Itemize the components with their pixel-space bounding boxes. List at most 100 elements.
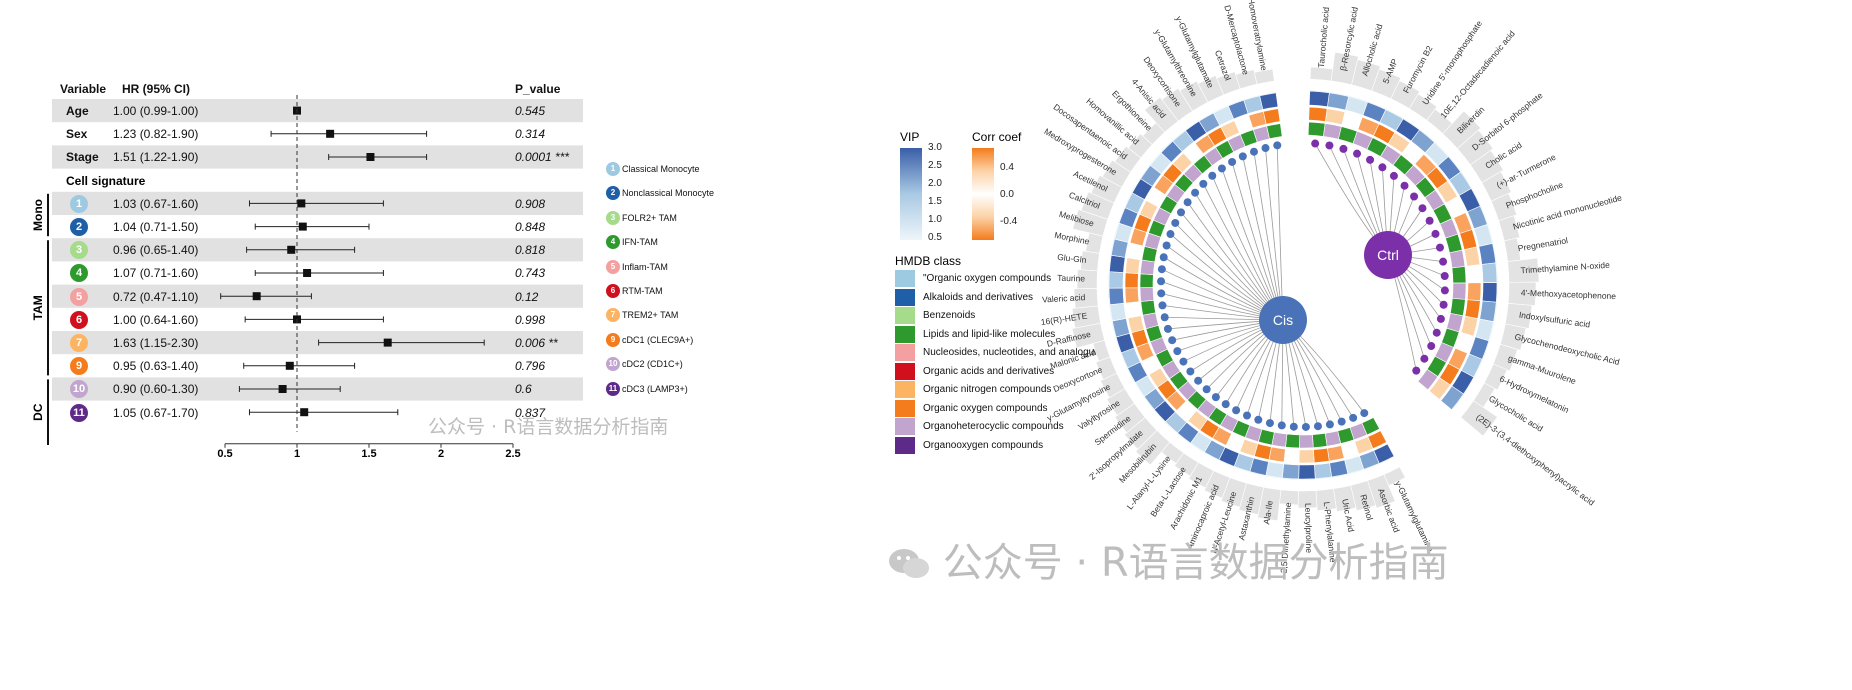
corr-segment bbox=[1262, 108, 1281, 125]
class-segment bbox=[1417, 368, 1439, 391]
watermark-small: 公众号 · R语言数据分析指南 bbox=[428, 416, 669, 438]
class-segment bbox=[1140, 259, 1156, 275]
metabolite-node bbox=[1360, 409, 1369, 418]
vip-legend-title: VIP bbox=[900, 130, 920, 144]
hmdb-label: Organic nitrogen compounds bbox=[923, 384, 1052, 395]
metabolite-node bbox=[1163, 324, 1172, 333]
metabolite-node bbox=[1440, 271, 1449, 280]
row-shade bbox=[52, 284, 583, 308]
legend-badge: 9 bbox=[606, 332, 620, 347]
class-segment bbox=[1139, 273, 1154, 288]
hr-ci-value: 1.00 (0.99-1.00) bbox=[113, 104, 199, 118]
metabolite-node bbox=[1435, 243, 1444, 252]
metabolite-node bbox=[1157, 289, 1166, 298]
cell-badge: 5 bbox=[70, 287, 88, 306]
hmdb-label: Organic acids and derivatives bbox=[923, 365, 1055, 377]
hmdb-legend-item: Organic nitrogen compounds bbox=[895, 381, 1051, 398]
metabolite-node bbox=[1427, 342, 1436, 351]
metabolite-node bbox=[1159, 253, 1168, 262]
metabolite-node bbox=[1337, 417, 1346, 426]
vip-segment bbox=[1109, 302, 1127, 322]
corr-segment bbox=[1125, 301, 1142, 319]
legend-item: 3 FOLR2+ TAM bbox=[606, 210, 677, 225]
metabolite-node bbox=[1440, 286, 1449, 295]
hr-point bbox=[285, 361, 294, 370]
hmdb-label: Alkaloids and derivatives bbox=[923, 291, 1034, 303]
metabolite-node bbox=[1353, 149, 1362, 158]
metabolite-node bbox=[1439, 257, 1448, 266]
hr-point bbox=[326, 129, 335, 138]
metabolite-node bbox=[1158, 301, 1167, 310]
hr-ci-value: 1.63 (1.15-2.30) bbox=[113, 336, 199, 350]
corr-segment bbox=[1428, 377, 1451, 400]
metabolite-node bbox=[1432, 328, 1441, 337]
metabolite-node bbox=[1243, 411, 1252, 420]
row-shade bbox=[52, 331, 583, 355]
vip-segment bbox=[1259, 92, 1279, 110]
metabolite-label: 2,5-Dimethylamine bbox=[1279, 502, 1294, 574]
metabolite-node bbox=[1202, 385, 1211, 394]
vip-tick: 1.0 bbox=[928, 214, 942, 225]
vip-tick: 3.0 bbox=[928, 142, 942, 153]
metabolite-label: Taurocholic acid bbox=[1316, 6, 1331, 68]
corr-segment bbox=[1467, 282, 1482, 302]
metabolite-node bbox=[1183, 198, 1192, 207]
metabolite-node bbox=[1173, 347, 1182, 356]
vip-segment bbox=[1478, 243, 1497, 265]
legend-badge: 2 bbox=[606, 186, 620, 201]
class-segment bbox=[1451, 266, 1467, 284]
cell-badge: 4 bbox=[70, 264, 88, 283]
bar-segment bbox=[1460, 400, 1498, 437]
hr-ci-value: 0.72 (0.47-1.10) bbox=[113, 289, 199, 304]
hmdb-swatch bbox=[895, 362, 915, 380]
metabolite-node bbox=[1168, 336, 1177, 345]
group-label: TAM bbox=[31, 295, 45, 320]
vip-segment bbox=[1481, 262, 1498, 284]
hmdb-legend-title: HMDB class bbox=[895, 254, 962, 268]
metabolite-node bbox=[1211, 393, 1220, 402]
hr-point bbox=[252, 292, 261, 301]
metabolite-node bbox=[1160, 313, 1169, 322]
hmdb-label: Organic oxygen compounds bbox=[923, 402, 1048, 414]
hr-ci-value: 1.51 (1.22-1.90) bbox=[113, 150, 199, 165]
metabolite-node bbox=[1249, 147, 1258, 156]
metabolite-node bbox=[1191, 188, 1200, 197]
vip-segment bbox=[1440, 385, 1464, 411]
p-value: 0.743 bbox=[515, 266, 546, 281]
class-segment bbox=[1266, 123, 1283, 140]
hmdb-label: "Organic oxygen compounds bbox=[923, 273, 1052, 284]
legend-badge: 5 bbox=[606, 259, 620, 274]
hmdb-label: Lipids and lipid-like molecules bbox=[923, 328, 1056, 340]
metabolite-label: Homoveratrylamine bbox=[1246, 0, 1269, 72]
metabolite-node bbox=[1254, 415, 1263, 424]
class-segment bbox=[1452, 282, 1467, 300]
class-segment bbox=[1140, 299, 1156, 316]
hr-point bbox=[287, 245, 296, 254]
metabolite-node bbox=[1339, 144, 1348, 153]
row-label: Sex bbox=[66, 127, 88, 142]
legend-label: Nonclassical Monocyte bbox=[622, 188, 715, 199]
vip-gradient bbox=[900, 148, 922, 240]
metabolite-node bbox=[1194, 376, 1203, 385]
legend-label: IFN-TAM bbox=[622, 237, 658, 248]
hr-point bbox=[383, 338, 392, 347]
metabolite-node bbox=[1157, 277, 1166, 286]
class-segment bbox=[1449, 249, 1466, 269]
hr-ci-value: 1.07 (0.71-1.60) bbox=[113, 266, 199, 281]
hmdb-legend-item: Organic acids and derivatives bbox=[895, 362, 1055, 380]
metabolite-label: Morphine bbox=[1054, 230, 1091, 247]
hmdb-legend-item: Organooxygen compounds bbox=[895, 436, 1043, 454]
group-label: Mono bbox=[31, 199, 45, 231]
x-tick-label: 1.5 bbox=[361, 447, 377, 460]
hmdb-swatch bbox=[895, 344, 915, 361]
metabolite-node bbox=[1325, 141, 1334, 150]
p-value: 0.314 bbox=[515, 127, 546, 142]
class-segment bbox=[1324, 430, 1342, 447]
metabolite-label: Taurine bbox=[1057, 273, 1085, 284]
metabolite-node bbox=[1217, 164, 1226, 173]
metabolite-node bbox=[1238, 152, 1247, 161]
forest-plot-svg: Mono TAM DC bbox=[31, 95, 583, 448]
metabolite-node bbox=[1228, 157, 1237, 166]
cell-badge: 9 bbox=[70, 357, 88, 376]
